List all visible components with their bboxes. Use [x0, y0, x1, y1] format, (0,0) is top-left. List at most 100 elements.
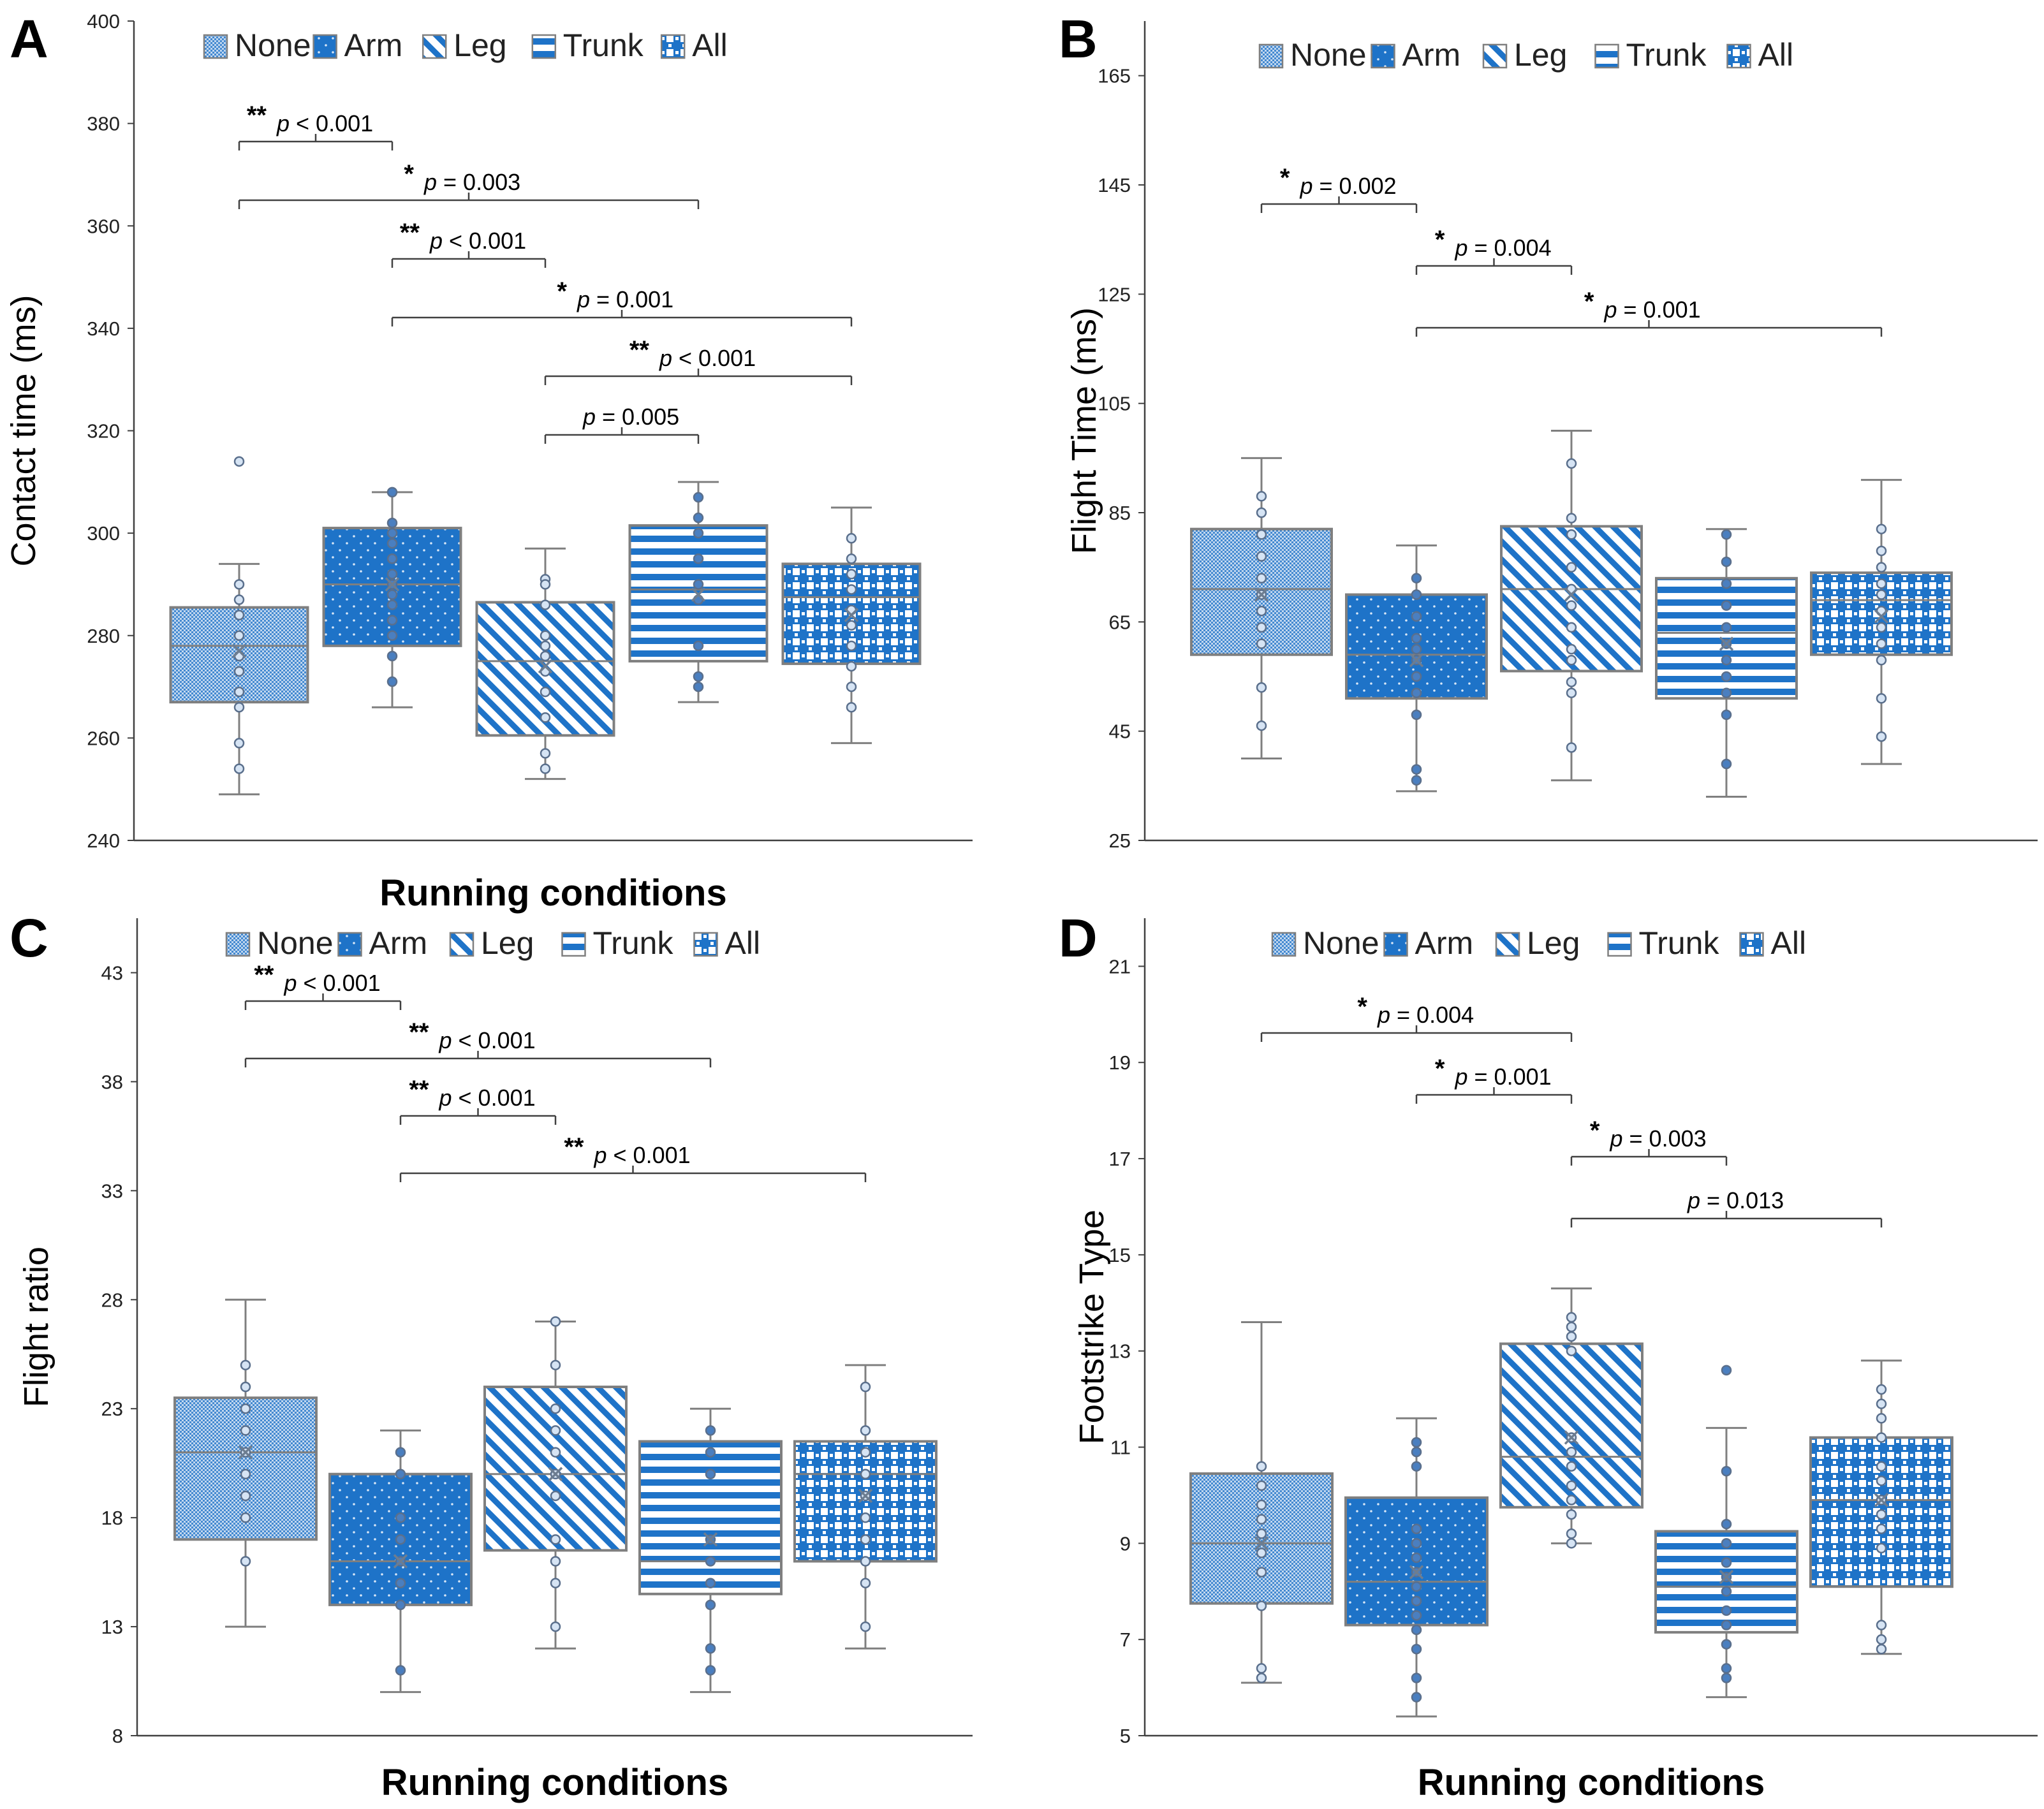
y-tick-label: 360 [87, 215, 120, 237]
data-point [1256, 1567, 1267, 1578]
data-point [1566, 742, 1577, 753]
data-point [705, 1468, 716, 1480]
data-point [386, 538, 398, 549]
data-point [1566, 1345, 1577, 1356]
data-point [860, 1534, 871, 1545]
data-point [1411, 1624, 1422, 1636]
box-all [1809, 1359, 1953, 1655]
mean-marker-stroke [1409, 653, 1424, 668]
x-axis-label: Running conditions [1418, 1762, 1765, 1803]
data-point [550, 1490, 561, 1502]
y-tick-label: 380 [87, 113, 120, 135]
data-point [1721, 709, 1732, 721]
y-tick-label: 280 [87, 625, 120, 647]
p-value-label: p < 0.001 [439, 1027, 536, 1053]
mean-marker-stroke [1719, 1569, 1734, 1585]
data-point [1256, 1480, 1267, 1491]
significance-bracket: ** p < 0.001 [244, 961, 402, 1010]
p-symbol: p [582, 404, 596, 430]
data-point [1411, 643, 1422, 655]
data-point [240, 1403, 251, 1414]
panel-d: D 5 7 9 11 13 15 17 19 21 Footstrike Type Running c… [1059, 908, 2038, 1803]
data-point [233, 738, 245, 749]
data-point [1721, 622, 1732, 633]
mean-marker [1874, 609, 1889, 624]
legend-swatch-none [225, 932, 251, 957]
data-point [1721, 529, 1732, 540]
data-point [1876, 1413, 1887, 1424]
box-trunk [1655, 528, 1798, 798]
legend-swatch-none [1258, 43, 1284, 69]
data-point [386, 630, 398, 641]
data-point [1411, 1437, 1422, 1448]
data-point [693, 640, 704, 652]
data-point [386, 676, 398, 687]
mean-marker-stroke [393, 1554, 408, 1569]
y-tick-label: 33 [101, 1180, 123, 1202]
data-point [1256, 507, 1267, 518]
data-point [1256, 491, 1267, 502]
p-symbol: p [439, 1085, 452, 1111]
legend-swatch-all [1726, 43, 1751, 69]
data-point [1721, 758, 1732, 770]
mean-marker [691, 587, 706, 602]
mean-marker [1874, 1493, 1889, 1507]
legend-label-none: None [1290, 37, 1367, 73]
box-none [1190, 457, 1333, 759]
data-point [1411, 709, 1422, 721]
legend: None Arm Leg Trunk All [225, 925, 760, 961]
y-tick-label: 165 [1098, 65, 1131, 87]
mean-marker-stroke [1254, 1536, 1269, 1551]
legend-label-leg: Leg [481, 925, 534, 961]
data-point [705, 1643, 716, 1654]
data-point [550, 1534, 561, 1545]
data-point [240, 1512, 251, 1523]
legend-label-all: All [1771, 925, 1807, 961]
legend: None Arm Leg Trunk All [203, 27, 728, 63]
data-point [846, 569, 857, 580]
mean-marker [385, 577, 400, 592]
p-value-text: = 0.003 [1623, 1125, 1707, 1152]
y-tick-label: 5 [1120, 1725, 1131, 1747]
y-tick-label: 240 [87, 830, 120, 852]
data-point [540, 712, 551, 723]
legend-label-none: None [1303, 925, 1379, 961]
y-tick-label: 85 [1109, 502, 1131, 524]
y-tick-label: 320 [87, 420, 120, 443]
p-value-text: = 0.001 [1468, 1064, 1552, 1090]
significance-bracket: * p = 0.001 [1415, 288, 1883, 337]
data-point [395, 1512, 406, 1523]
y-tick-label: 125 [1098, 283, 1131, 305]
legend-swatch-leg [1495, 932, 1520, 957]
box-leg [1499, 1287, 1643, 1549]
legend-swatch-arm [1371, 43, 1395, 69]
data-point [1876, 655, 1887, 666]
y-tick-label: 21 [1109, 955, 1131, 978]
significance-stars: ** [400, 219, 420, 247]
p-symbol: p [577, 286, 590, 312]
p-value-label: p = 0.004 [1377, 1002, 1474, 1028]
mean-marker-stroke [1874, 609, 1889, 624]
legend-swatch-all [693, 932, 718, 957]
data-point [233, 666, 245, 677]
box-body [1499, 1342, 1643, 1509]
y-axis-label: Footstrike Type [1073, 1210, 1111, 1444]
data-point [1411, 671, 1422, 682]
y-tick-label: 17 [1109, 1148, 1131, 1170]
legend-label-leg: Leg [1514, 37, 1567, 73]
data-point [1566, 1446, 1577, 1458]
y-tick-label: 11 [1110, 1437, 1131, 1459]
data-point [1411, 1461, 1422, 1472]
data-point [1876, 693, 1887, 704]
data-point [1876, 1461, 1887, 1472]
data-point [1566, 562, 1577, 573]
mean-marker-stroke [691, 587, 706, 602]
data-point [1721, 1518, 1732, 1530]
y-tick-label: 65 [1109, 611, 1131, 633]
data-point [1876, 622, 1887, 633]
data-point [540, 763, 551, 774]
data-point [233, 630, 245, 641]
data-point [395, 1534, 406, 1545]
significance-bracket: p = 0.005 [544, 404, 700, 444]
